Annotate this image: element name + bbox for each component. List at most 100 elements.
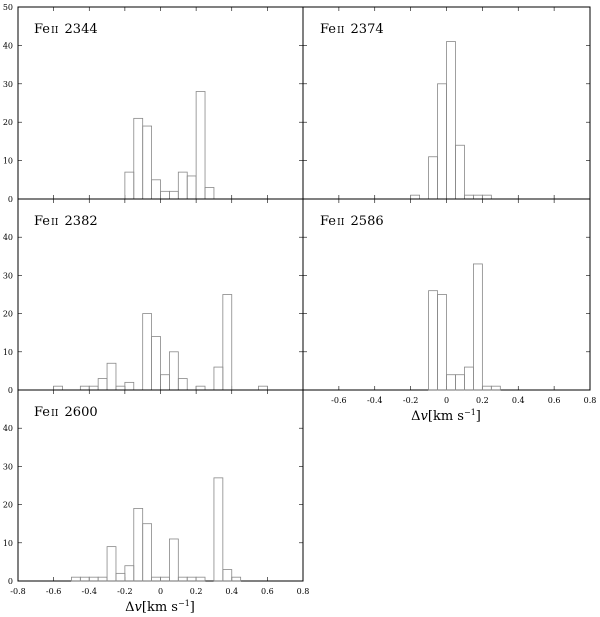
histogram-bar [410,194,420,200]
histogram-bar [213,477,224,582]
y-tick-label: 30 [3,80,13,89]
y-tick-label: 40 [3,233,13,242]
histogram-bar [115,385,126,391]
histogram-bar [142,523,152,582]
histogram-bar [106,362,117,391]
histogram-bar [428,290,438,391]
x-tick-label: -0.4 [82,587,97,596]
histogram-bar [437,83,447,200]
x-tick-label: 0.8 [297,587,310,596]
panel-fe2382: 0 10 20 30 40 FeII 2382 [3,198,304,395]
ticks [18,390,303,581]
histogram-bars [124,91,215,200]
histogram-bar [446,41,456,200]
histogram-bar [481,385,492,391]
x-tick-label: 0 [444,396,449,405]
histogram-bar [97,378,108,391]
histogram-bar [195,91,206,200]
histogram-bar [455,144,465,200]
panel-fe2344: 0 10 20 30 40 50 FeII 2344 [3,3,304,204]
panel-frame [17,389,304,582]
x-tick-label: 0.2 [476,396,489,405]
y-tick-label: 0 [8,195,13,204]
histogram-bar [124,381,135,391]
x-tick-label: -0.6 [331,396,346,405]
histogram-bar [169,351,179,391]
x-tick-label: -0.2 [403,396,418,405]
histogram-bar [490,385,501,391]
histogram-bar [195,385,206,391]
y-tick-label: 20 [3,310,13,319]
panel-label: FeII 2586 [320,214,384,229]
histogram-bar [473,194,483,200]
x-tick-label: 0.6 [548,396,561,405]
histogram-bar [169,190,179,200]
x-tick-label: 0.6 [261,587,274,596]
histogram-bar [446,374,456,391]
histogram-bar [88,576,99,582]
panel-label: FeII 2600 [34,405,98,420]
histogram-bar [186,175,197,200]
x-tick-label: 0.4 [225,587,238,596]
histogram-bars [410,41,492,200]
histogram-bar [428,156,438,200]
panel-label: FeII 2374 [320,22,384,37]
histogram-bar [71,576,81,582]
histogram-bar [204,187,215,200]
histogram-bar [160,374,170,391]
histogram-bar [258,385,268,391]
histogram-bar [222,294,233,391]
histogram-bar [177,576,188,582]
panel-frame [17,6,304,200]
x-axis-label: Δv[km s−1] [125,599,195,615]
histogram-bar [151,576,161,582]
x-tick-label: 0.2 [190,587,203,596]
histogram-bar [142,125,152,200]
x-tick-labels: -0.6 -0.4 -0.2 0 0.2 0.4 0.6 0.8 [331,396,596,405]
x-tick-label: -0.6 [46,587,61,596]
histogram-bar [437,294,447,391]
y-tick-label: 40 [3,41,13,50]
panel-label: FeII 2382 [34,214,98,229]
x-tick-label: 0.8 [584,396,597,405]
histogram-bar [124,171,135,200]
histogram-bar [455,374,465,391]
y-tick-label: 10 [3,157,13,166]
histogram-bars [71,477,242,582]
y-tick-label: 0 [8,386,13,395]
y-tick-label: 10 [3,348,13,357]
y-tick-label: 30 [3,462,13,471]
histogram-bar [133,117,144,200]
histogram-bar [464,366,474,391]
ticks [18,7,303,199]
histogram-bars [428,263,501,391]
x-axis-label: Δv[km s−1] [411,408,481,424]
panel-fe2374: FeII 2374 [302,6,591,200]
histogram-bar [151,336,161,391]
histogram-bar [88,385,99,391]
histogram-bar [106,546,117,582]
x-tick-label: 0 [158,587,163,596]
x-tick-label: -0.8 [10,587,25,596]
histogram-bar [464,194,474,200]
y-tick-label: 10 [3,539,13,548]
y-tick-label: 0 [8,577,13,586]
histogram-bar [160,190,170,200]
histogram-bar [481,194,492,200]
y-tick-labels: 0 10 20 30 40 [3,233,13,395]
histogram-bar [177,378,188,391]
histogram-bar [160,576,170,582]
panel-label: FeII 2344 [34,22,98,37]
y-tick-label: 20 [3,118,13,127]
histogram-bar [79,576,90,582]
histogram-bar [177,171,188,200]
histogram-bar [115,572,126,582]
histogram-bar [195,576,206,582]
x-tick-label: -0.2 [117,587,132,596]
y-tick-label: 20 [3,501,13,510]
x-tick-label: 0.4 [512,396,525,405]
y-tick-label: 40 [3,424,13,433]
histogram-bar [124,565,135,582]
